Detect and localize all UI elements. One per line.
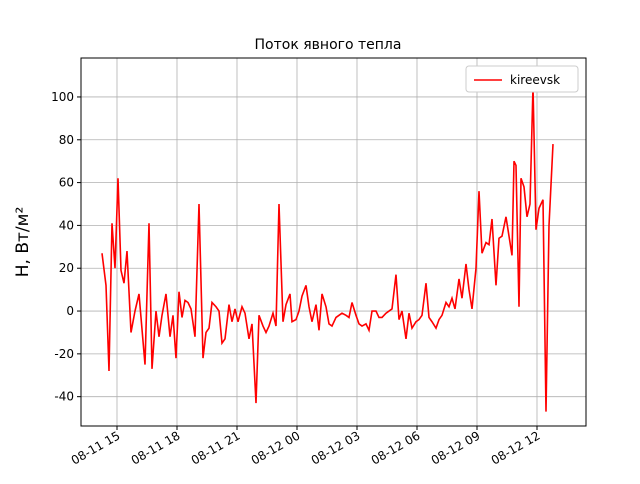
x-tick-label: 08-11 18 — [129, 428, 183, 467]
chart-title: Поток явного тепла — [255, 37, 402, 53]
x-tick-label: 08-12 03 — [309, 428, 363, 467]
x-tick-label: 08-11 21 — [189, 428, 243, 467]
y-tick-label: -20 — [54, 347, 74, 361]
x-tick-label: 08-12 12 — [489, 428, 543, 467]
data-line — [101, 86, 554, 412]
y-tick-label: 60 — [59, 176, 74, 190]
plot-frame — [80, 57, 587, 427]
x-tick-label: 08-12 06 — [369, 428, 423, 467]
y-tick-label: -40 — [54, 390, 74, 404]
y-axis-label: H, Вт/м² — [13, 207, 33, 278]
y-tick-label: 80 — [59, 133, 74, 147]
x-tick-label: 08-12 00 — [249, 428, 303, 467]
y-tick-label: 40 — [59, 218, 74, 232]
legend-label: kireevsk — [510, 73, 560, 87]
y-tick-label: 0 — [66, 304, 74, 318]
y-tick-label: 20 — [59, 261, 74, 275]
x-tick-label: 08-11 15 — [69, 428, 123, 467]
y-tick-label: 100 — [51, 90, 74, 104]
x-tick-label: 08-12 09 — [429, 428, 483, 467]
legend-box — [465, 65, 579, 93]
